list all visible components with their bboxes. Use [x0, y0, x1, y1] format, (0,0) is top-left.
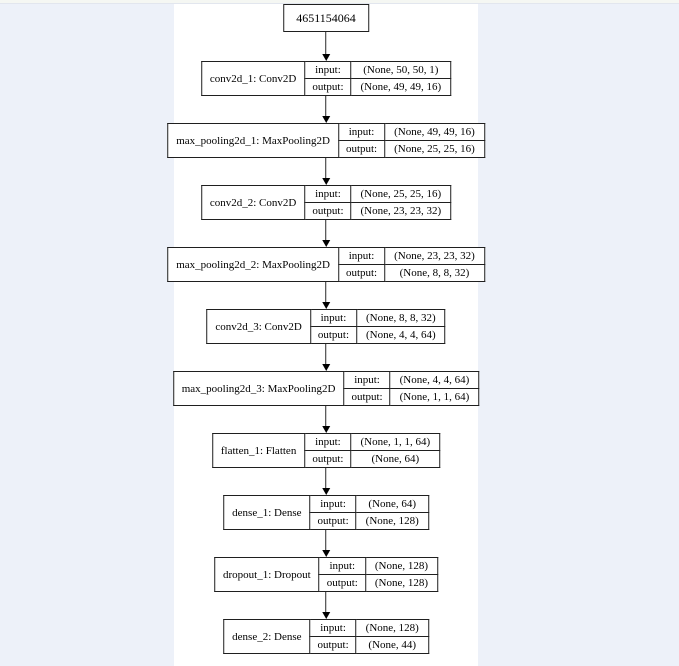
flow-arrow — [322, 406, 330, 433]
layer-name: conv2d_3: Conv2D — [206, 309, 311, 344]
input-label: input: — [304, 185, 352, 203]
model-architecture-diagram: 4651154064 conv2d_1: Conv2D input: (None… — [167, 0, 485, 654]
layer-name: max_pooling2d_3: MaxPooling2D — [172, 371, 345, 406]
layer-node-conv2d_1: conv2d_1: Conv2D input: (None, 50, 50, 1… — [200, 61, 452, 96]
input-label: input: — [337, 247, 386, 265]
arrow-down-icon — [322, 54, 330, 61]
output-label: output: — [309, 636, 357, 654]
layer-node-max_pooling2d_1: max_pooling2d_1: MaxPooling2D input: (No… — [167, 123, 485, 158]
arrow-shaft — [325, 158, 327, 178]
arrow-down-icon — [322, 612, 330, 619]
output-shape: (None, 64) — [350, 450, 441, 468]
model-plot-image: 4651154064 conv2d_1: Conv2D input: (None… — [167, 0, 485, 666]
layer-name: conv2d_1: Conv2D — [200, 61, 306, 96]
output-shape: (None, 128) — [364, 574, 439, 592]
layer-name: max_pooling2d_1: MaxPooling2D — [167, 123, 339, 158]
output-label: output: — [304, 202, 352, 220]
output-shape: (None, 23, 23, 32) — [350, 202, 452, 220]
arrow-shaft — [325, 406, 327, 426]
layer-name: max_pooling2d_2: MaxPooling2D — [167, 247, 339, 282]
model-id-node: 4651154064 — [283, 4, 369, 32]
flow-arrow — [322, 468, 330, 495]
input-shape: (None, 50, 50, 1) — [350, 61, 452, 79]
layer-node-dense_1: dense_1: Dense input: (None, 64) output:… — [223, 495, 429, 530]
flow-arrow — [322, 158, 330, 185]
input-label: input: — [304, 61, 352, 79]
input-label: input: — [309, 309, 358, 327]
flow-arrow — [322, 32, 330, 61]
layer-node-dense_2: dense_2: Dense input: (None, 128) output… — [223, 619, 429, 654]
layer-node-conv2d_3: conv2d_3: Conv2D input: (None, 8, 8, 32)… — [206, 309, 446, 344]
layer-node-dropout_1: dropout_1: Dropout input: (None, 128) ou… — [213, 557, 439, 592]
output-shape: (None, 8, 8, 32) — [384, 264, 485, 282]
arrow-shaft — [325, 592, 327, 612]
input-label: input: — [318, 557, 366, 575]
input-shape: (None, 8, 8, 32) — [356, 309, 446, 327]
top-strip — [0, 0, 679, 4]
output-label: output: — [309, 512, 357, 530]
input-shape: (None, 1, 1, 64) — [350, 433, 441, 451]
output-shape: (None, 44) — [355, 636, 429, 654]
input-shape: (None, 64) — [355, 495, 429, 513]
layer-name: dropout_1: Dropout — [213, 557, 320, 592]
flow-arrow — [322, 530, 330, 557]
input-shape: (None, 128) — [364, 557, 439, 575]
input-shape: (None, 23, 23, 32) — [384, 247, 485, 265]
arrow-down-icon — [322, 426, 330, 433]
arrow-shaft — [325, 220, 327, 240]
layer-node-conv2d_2: conv2d_2: Conv2D input: (None, 25, 25, 1… — [200, 185, 452, 220]
arrow-shaft — [325, 32, 327, 54]
output-label: output: — [337, 264, 386, 282]
output-shape: (None, 1, 1, 64) — [389, 388, 480, 406]
output-label: output: — [337, 140, 386, 158]
output-label: output: — [309, 326, 358, 344]
output-shape: (None, 49, 49, 16) — [350, 78, 452, 96]
layer-name: conv2d_2: Conv2D — [200, 185, 306, 220]
input-label: input: — [309, 619, 357, 637]
input-label: input: — [304, 433, 352, 451]
arrow-down-icon — [322, 364, 330, 371]
input-label: input: — [337, 123, 386, 141]
input-shape: (None, 25, 25, 16) — [350, 185, 452, 203]
layer-node-max_pooling2d_3: max_pooling2d_3: MaxPooling2D input: (No… — [172, 371, 480, 406]
arrow-shaft — [325, 530, 327, 550]
arrow-shaft — [325, 468, 327, 488]
flow-arrow — [322, 96, 330, 123]
output-shape: (None, 25, 25, 16) — [384, 140, 485, 158]
flow-arrow — [322, 344, 330, 371]
output-label: output: — [304, 78, 352, 96]
arrow-shaft — [325, 282, 327, 302]
output-label: output: — [318, 574, 366, 592]
arrow-down-icon — [322, 178, 330, 185]
output-shape: (None, 128) — [355, 512, 429, 530]
input-shape: (None, 128) — [355, 619, 429, 637]
output-label: output: — [343, 388, 391, 406]
flow-arrow — [322, 282, 330, 309]
arrow-down-icon — [322, 240, 330, 247]
input-shape: (None, 4, 4, 64) — [389, 371, 480, 389]
layer-node-max_pooling2d_2: max_pooling2d_2: MaxPooling2D input: (No… — [167, 247, 485, 282]
arrow-down-icon — [322, 302, 330, 309]
layer-name: dense_1: Dense — [223, 495, 311, 530]
arrow-shaft — [325, 96, 327, 116]
input-label: input: — [309, 495, 357, 513]
input-shape: (None, 49, 49, 16) — [384, 123, 485, 141]
layer-name: flatten_1: Flatten — [211, 433, 306, 468]
layer-name: dense_2: Dense — [223, 619, 311, 654]
output-shape: (None, 4, 4, 64) — [356, 326, 446, 344]
input-label: input: — [343, 371, 391, 389]
flow-arrow — [322, 220, 330, 247]
arrow-down-icon — [322, 550, 330, 557]
arrow-down-icon — [322, 116, 330, 123]
layer-node-flatten_1: flatten_1: Flatten input: (None, 1, 1, 6… — [211, 433, 441, 468]
arrow-shaft — [325, 344, 327, 364]
flow-arrow — [322, 592, 330, 619]
arrow-down-icon — [322, 488, 330, 495]
output-label: output: — [304, 450, 352, 468]
